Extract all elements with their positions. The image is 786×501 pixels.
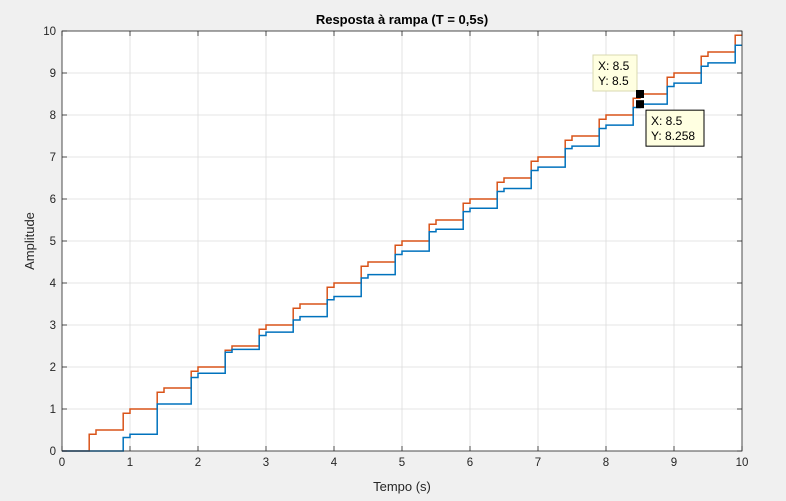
chart-title: Resposta à rampa (T = 0,5s) bbox=[316, 12, 488, 27]
y-tick-label: 1 bbox=[50, 404, 56, 416]
datatip-x-text: X: 8.5 bbox=[598, 59, 630, 73]
x-tick-label: 7 bbox=[535, 457, 541, 469]
y-tick-label: 9 bbox=[50, 68, 56, 80]
datatips[interactable]: X: 8.5Y: 8.5X: 8.5Y: 8.258 bbox=[592, 54, 705, 147]
datatip-y-text: Y: 8.258 bbox=[651, 129, 695, 143]
x-tick-label: 6 bbox=[467, 457, 473, 469]
x-tick-label: 3 bbox=[263, 457, 269, 469]
x-tick-label: 10 bbox=[736, 457, 749, 469]
y-tick-label: 5 bbox=[50, 236, 56, 248]
datatip-box bbox=[592, 54, 638, 92]
datatip-y-text: Y: 8.5 bbox=[598, 74, 629, 88]
x-tick-label: 1 bbox=[127, 457, 133, 469]
y-tick-label: 6 bbox=[50, 194, 56, 206]
x-tick-label: 9 bbox=[671, 457, 677, 469]
tick-labels: 0 1 2 3 4 5 6 7 8 9 10 0 1 2 3 4 5 6 7 8 9 10 bbox=[43, 26, 748, 469]
datatip-1[interactable]: X: 8.5Y: 8.5 bbox=[592, 54, 644, 98]
datatip-box bbox=[645, 109, 705, 147]
ticks bbox=[61, 30, 743, 452]
y-tick-label: 0 bbox=[50, 446, 56, 458]
x-tick-label: 4 bbox=[331, 457, 338, 469]
y-tick-label: 8 bbox=[50, 110, 56, 122]
y-axis-label: Amplitude bbox=[22, 212, 37, 270]
x-tick-label: 8 bbox=[603, 457, 609, 469]
x-tick-label: 0 bbox=[59, 457, 65, 469]
datatip-marker[interactable] bbox=[636, 90, 644, 98]
y-tick-label: 4 bbox=[50, 278, 57, 290]
x-tick-label: 5 bbox=[399, 457, 405, 469]
x-tick-label: 2 bbox=[195, 457, 201, 469]
datatip-marker[interactable] bbox=[636, 100, 644, 109]
y-tick-label: 10 bbox=[43, 26, 56, 38]
x-axis-label: Tempo (s) bbox=[373, 479, 431, 494]
y-tick-label: 2 bbox=[50, 362, 56, 374]
y-tick-label: 7 bbox=[50, 152, 56, 164]
datatip-x-text: X: 8.5 bbox=[651, 114, 683, 128]
datatip-2[interactable]: X: 8.5Y: 8.258 bbox=[636, 100, 705, 147]
y-tick-label: 3 bbox=[50, 320, 56, 332]
